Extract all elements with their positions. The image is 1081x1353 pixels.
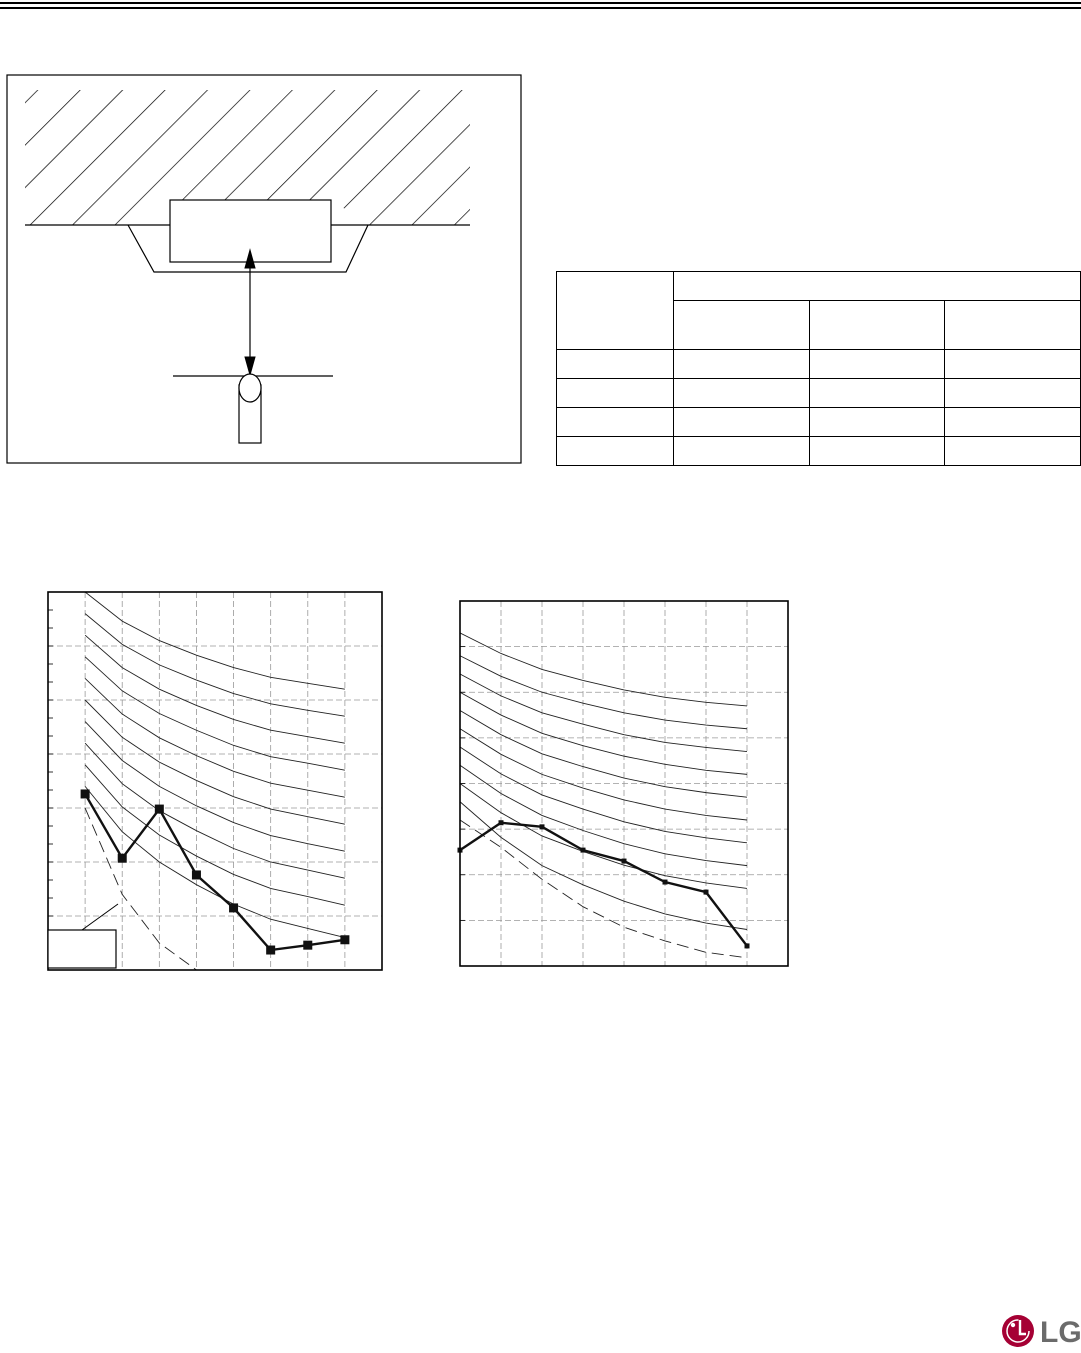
table-cell xyxy=(673,300,810,350)
series-line xyxy=(84,721,345,852)
callout-box xyxy=(47,929,117,969)
series-line xyxy=(84,699,345,825)
series-line xyxy=(459,691,748,775)
data-point xyxy=(621,858,627,864)
series-line xyxy=(84,793,346,952)
series-line xyxy=(459,746,748,844)
table-cell xyxy=(808,436,946,466)
series-line xyxy=(84,678,345,798)
series-line xyxy=(84,634,345,744)
series-line xyxy=(459,783,748,889)
data-point xyxy=(303,940,313,950)
data-point xyxy=(80,789,90,799)
data-point xyxy=(580,847,586,853)
plot-frame xyxy=(459,600,789,967)
data-point xyxy=(498,820,504,826)
callout-leader xyxy=(81,903,119,931)
series-line xyxy=(84,807,197,971)
series-line xyxy=(459,632,748,707)
table-cell xyxy=(673,349,810,379)
table-cell xyxy=(808,378,946,408)
table-cell xyxy=(556,271,674,350)
series-line xyxy=(84,764,345,906)
data-point xyxy=(154,804,164,814)
series-line xyxy=(459,821,748,947)
series-line xyxy=(84,786,345,939)
series-line xyxy=(459,673,748,753)
table-cell xyxy=(556,349,674,379)
table-cell xyxy=(556,436,674,466)
table-cell xyxy=(673,407,810,437)
spec-table xyxy=(556,271,1081,466)
data-point xyxy=(539,824,545,830)
header-rule xyxy=(0,2,1081,9)
table-cell xyxy=(808,407,946,437)
table-cell xyxy=(944,349,1081,379)
series-line xyxy=(84,656,345,771)
series-line xyxy=(459,801,748,930)
series-line xyxy=(459,764,748,867)
table-cell xyxy=(673,271,1081,301)
table-cell xyxy=(944,407,1081,437)
data-point xyxy=(744,943,750,949)
table-cell xyxy=(556,407,674,437)
data-point xyxy=(662,879,668,885)
series-line xyxy=(459,710,748,798)
table-cell xyxy=(673,378,810,408)
data-point xyxy=(117,853,127,863)
table-cell xyxy=(673,436,810,466)
series-line xyxy=(84,613,345,717)
series-line xyxy=(459,655,748,730)
table-cell xyxy=(944,436,1081,466)
installation-diagram xyxy=(6,74,522,464)
data-point xyxy=(191,870,201,880)
data-point xyxy=(266,945,276,955)
series-line xyxy=(84,742,345,879)
logo-text: LG xyxy=(1040,1316,1081,1349)
table-cell xyxy=(944,300,1081,350)
series-line xyxy=(459,819,748,959)
data-point xyxy=(340,935,350,945)
table-cell xyxy=(944,378,1081,408)
series-line xyxy=(459,728,748,821)
data-point xyxy=(229,903,239,913)
plot-frame xyxy=(47,591,383,971)
data-point xyxy=(703,889,709,895)
table-cell xyxy=(808,349,946,379)
table-cell xyxy=(556,378,674,408)
table-cell xyxy=(808,300,946,350)
logo: LG xyxy=(1002,1315,1081,1349)
series-line xyxy=(84,591,345,690)
